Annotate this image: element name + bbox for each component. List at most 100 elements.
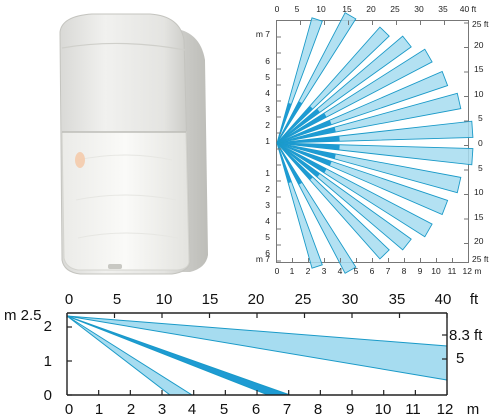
top-view-beam-core (277, 113, 327, 143)
left-m-tick: 6 (265, 248, 270, 258)
left-m-tick: 5 (265, 72, 270, 82)
right-ft-tick: 5 (478, 163, 483, 173)
top-view-beam-core (277, 143, 336, 159)
right-ft-tick: 0 (478, 138, 483, 148)
top-view-beam-core (277, 105, 313, 143)
side-top-ft-tick: 0 (65, 291, 73, 308)
bottom-m-tick: 0 (275, 266, 280, 276)
led-indicator-icon (75, 152, 85, 168)
side-bottom-m-tick: 7 (283, 401, 291, 417)
side-top-ft-tick: 5 (113, 291, 121, 308)
top-ft-tick: 15 (342, 4, 352, 14)
right-ft-tick: 15 (474, 64, 484, 74)
top-view-coverage-diagram: 0 5 10 15 20 25 30 35 40 ft 0 1 2 3 4 5 … (256, 4, 489, 276)
top-ft-tick: 25 (390, 4, 400, 14)
side-left-m-tick: m 2.5 (4, 307, 42, 324)
top-view-beam-core (277, 127, 336, 143)
right-ft-tick: 20 (474, 236, 484, 246)
side-bottom-m-tick: 4 (188, 401, 196, 417)
side-top-ft-tick: 25 (295, 291, 312, 308)
left-m-tick: 2 (265, 184, 270, 194)
bottom-m-tick: 3 (322, 266, 327, 276)
bottom-m-tick: 7 (386, 266, 391, 276)
right-ft-tick: 20 (474, 40, 484, 50)
side-view-beams (66, 315, 448, 396)
top-ft-tick: 40 ft (460, 4, 477, 14)
device-screw-slot (108, 264, 122, 269)
top-ft-tick: 35 (438, 4, 448, 14)
top-ft-tick: 0 (275, 4, 280, 14)
side-top-ft-tick: 35 (389, 291, 406, 308)
side-right-ft-tick: 8.3 ft (449, 327, 483, 344)
bottom-m-tick: 11 (448, 266, 457, 276)
side-long-beam (66, 315, 448, 381)
side-top-ft-tick: 10 (156, 291, 173, 308)
side-bottom-m-tick: 8 (314, 401, 322, 417)
left-m-tick: 4 (265, 88, 270, 98)
left-m-tick: m 7 (256, 254, 270, 264)
left-m-tick: 5 (265, 232, 270, 242)
side-left-m-tick: 2 (44, 318, 52, 335)
top-ft-tick: 5 (295, 4, 300, 14)
device-lens-facets (75, 154, 179, 239)
side-right-ft-tick: 5 (456, 350, 464, 367)
left-m-tick: 2 (265, 120, 270, 130)
left-m-tick: 3 (265, 104, 270, 114)
motion-sensor-device (59, 13, 208, 275)
side-bottom-m-tick: 3 (158, 401, 166, 417)
top-view-beam-core (277, 143, 303, 185)
bottom-m-tick: 5 (354, 266, 359, 276)
top-view-beam-core (277, 120, 332, 143)
side-left-m-tick: 0 (44, 387, 52, 404)
top-view-beam-core (277, 143, 292, 184)
side-bottom-m-tick: 1 (95, 401, 103, 417)
top-view-beam-core (277, 143, 340, 150)
right-ft-tick: 10 (474, 89, 484, 99)
right-ft-tick: 25 ft (472, 19, 489, 29)
left-m-tick: m 7 (256, 29, 270, 39)
bottom-m-tick: 8 (402, 266, 407, 276)
top-ft-tick: 10 (316, 4, 326, 14)
right-ft-tick: 10 (474, 187, 484, 197)
top-view-beam-core (277, 143, 327, 173)
side-bottom-m-tick: 9 (346, 401, 354, 417)
top-view-beam-core (277, 108, 320, 143)
side-bottom-m-unit: m (467, 401, 480, 417)
top-ft-tick: 20 (366, 4, 376, 14)
left-m-tick: 1 (265, 168, 270, 178)
side-view-tick-marks (66, 313, 448, 396)
side-top-ft-tick: 30 (342, 291, 359, 308)
side-bottom-m-tick: 0 (65, 401, 73, 417)
side-top-ft-tick: 15 (202, 291, 219, 308)
top-view-beam-core (277, 143, 320, 178)
top-view-beam-core (277, 143, 332, 166)
bottom-m-tick: 2 (306, 266, 311, 276)
top-view-tick-marks (276, 20, 469, 263)
side-bottom-m-tick: 5 (220, 401, 228, 417)
side-left-m-tick: 1 (44, 353, 52, 370)
bottom-m-tick: 1 (290, 266, 295, 276)
left-m-tick: 6 (265, 56, 270, 66)
bottom-m-tick: 4 (338, 266, 343, 276)
side-top-ft-tick: 20 (248, 291, 265, 308)
top-ft-tick: 30 (414, 4, 424, 14)
top-view-beam-core (277, 143, 313, 181)
top-view-beam-core (277, 136, 340, 143)
top-view-beam-core (277, 101, 303, 143)
side-view-coverage-diagram: 0 5 10 15 20 25 30 35 40 ft m 2.5 2 1 0 … (4, 291, 483, 417)
left-m-tick: 4 (265, 216, 270, 226)
side-bottom-m-tick: 12 (437, 401, 454, 417)
bottom-m-tick: 12 m (463, 266, 482, 276)
side-bottom-m-tick: 11 (405, 401, 421, 417)
side-top-ft-unit: ft (470, 291, 479, 308)
side-bottom-m-tick: 6 (252, 401, 260, 417)
right-ft-tick: 15 (474, 212, 484, 222)
bottom-m-tick: 10 (431, 266, 441, 276)
bottom-m-tick: 6 (370, 266, 375, 276)
side-top-ft-tick: 40 (435, 291, 452, 308)
left-m-tick: 3 (265, 200, 270, 210)
left-m-tick: 1 (265, 136, 270, 146)
device-top-seam (61, 42, 186, 51)
top-view-beam-fans (276, 12, 474, 274)
side-bottom-m-tick: 2 (127, 401, 135, 417)
